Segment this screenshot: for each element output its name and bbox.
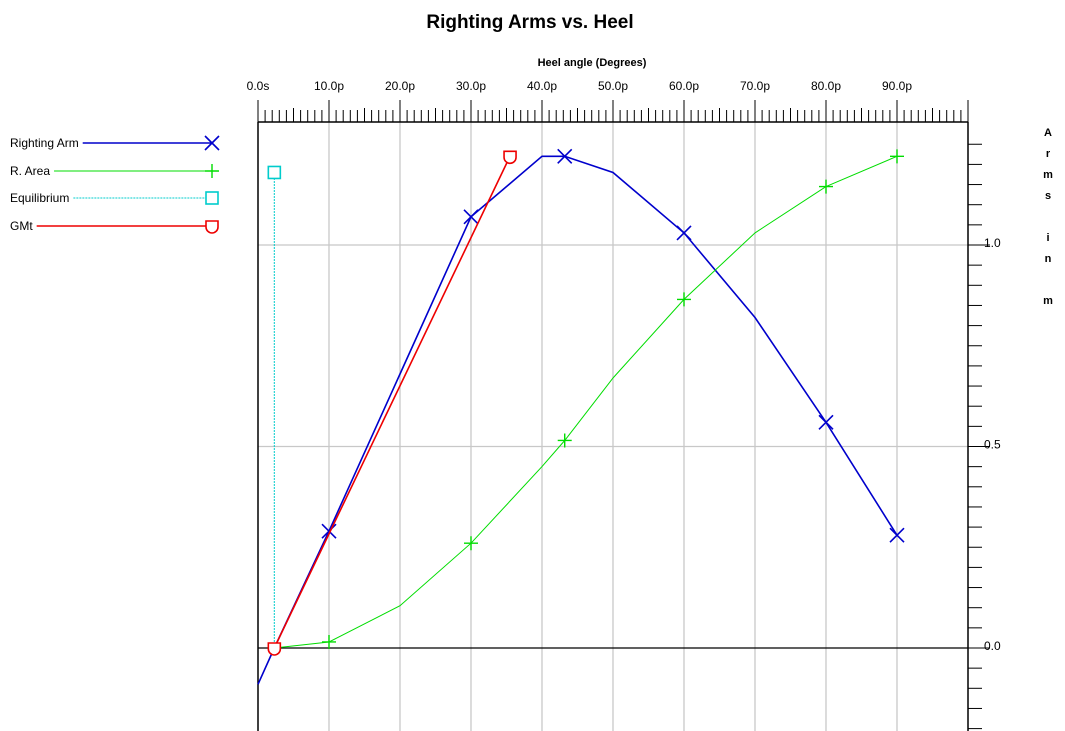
- x-tick-label: 40.0p: [527, 79, 557, 93]
- legend-label: GMt: [10, 219, 33, 233]
- data-point-equilibrium: [267, 165, 282, 180]
- y-axis-label-letter: A: [1044, 127, 1052, 139]
- x-tick-label: 70.0p: [740, 79, 770, 93]
- legend: Righting Arm R. Area Equilibrium GMt: [10, 135, 220, 234]
- chart-title: Righting Arms vs. Heel: [426, 12, 633, 33]
- legend-item-righting-arm: Righting Arm: [10, 135, 220, 151]
- data-point-r-area: [819, 179, 833, 194]
- series-line-r-area: [274, 155, 898, 649]
- series-line-gmt: [273, 155, 511, 649]
- series-gmt: [267, 150, 517, 656]
- data-point-r-area: [890, 149, 904, 164]
- data-point-gmt: [267, 642, 282, 656]
- x-tick-label: 0.0s: [247, 79, 270, 93]
- data-point-righting-arm: [818, 414, 834, 430]
- series-group: [257, 148, 905, 685]
- data-point-r-area: [322, 634, 336, 649]
- data-point-righting-arm: [321, 523, 337, 539]
- data-point-r-area: [464, 536, 478, 551]
- x-tick-label: 10.0p: [314, 79, 344, 93]
- y-tick-label: 0.0: [984, 639, 1001, 653]
- legend-marker: [205, 220, 219, 234]
- grid-lines: [258, 122, 968, 731]
- x-tick-label: 60.0p: [669, 79, 699, 93]
- legend-label: R. Area: [10, 164, 50, 178]
- x-tick-label: 30.0p: [456, 79, 486, 93]
- x-tick-label: 50.0p: [598, 79, 628, 93]
- y-axis-label-letter: m: [1043, 169, 1053, 181]
- data-point-r-area: [677, 292, 691, 307]
- y-axis-label-letter: r: [1046, 148, 1051, 160]
- x-axis-ticks: 0.0s 10.0p 20.0p 30.0p 40.0p 50.0p 60.0p 70.0p 8…: [247, 79, 969, 122]
- data-point-righting-arm: [676, 225, 692, 241]
- x-axis-label: Heel angle (Degrees): [538, 57, 647, 69]
- x-tick-label: 20.0p: [385, 79, 415, 93]
- series-line-righting-arm: [257, 155, 898, 685]
- series-righting-arm: [257, 148, 905, 685]
- series-r-area: [274, 149, 904, 649]
- data-point-righting-arm: [557, 148, 573, 164]
- legend-marker: [204, 135, 220, 151]
- legend-item-gmt: GMt: [10, 219, 219, 234]
- y-axis-label-letter: m: [1043, 295, 1053, 307]
- x-tick-label: 80.0p: [811, 79, 841, 93]
- data-point-gmt: [503, 150, 517, 165]
- data-point-righting-arm: [889, 527, 905, 543]
- data-point-r-area: [557, 433, 572, 448]
- legend-label: Righting Arm: [10, 136, 79, 150]
- legend-marker: [205, 191, 219, 205]
- legend-label: Equilibrium: [10, 191, 69, 205]
- y-axis-ticks: 0.0 0.5 1.0: [968, 143, 1001, 730]
- legend-item-equilibrium: Equilibrium: [10, 191, 219, 205]
- y-axis-label-letter: i: [1046, 232, 1049, 244]
- y-axis-label-letter: n: [1045, 253, 1052, 265]
- legend-marker: [205, 164, 219, 178]
- data-point-righting-arm: [463, 209, 479, 225]
- y-axis-label-letter: s: [1045, 190, 1051, 202]
- y-tick-label: 1.0: [984, 236, 1001, 250]
- legend-item-r-area: R. Area: [10, 164, 219, 178]
- x-tick-label: 90.0p: [882, 79, 912, 93]
- y-tick-label: 0.5: [984, 438, 1001, 452]
- series-equilibrium: [267, 165, 282, 648]
